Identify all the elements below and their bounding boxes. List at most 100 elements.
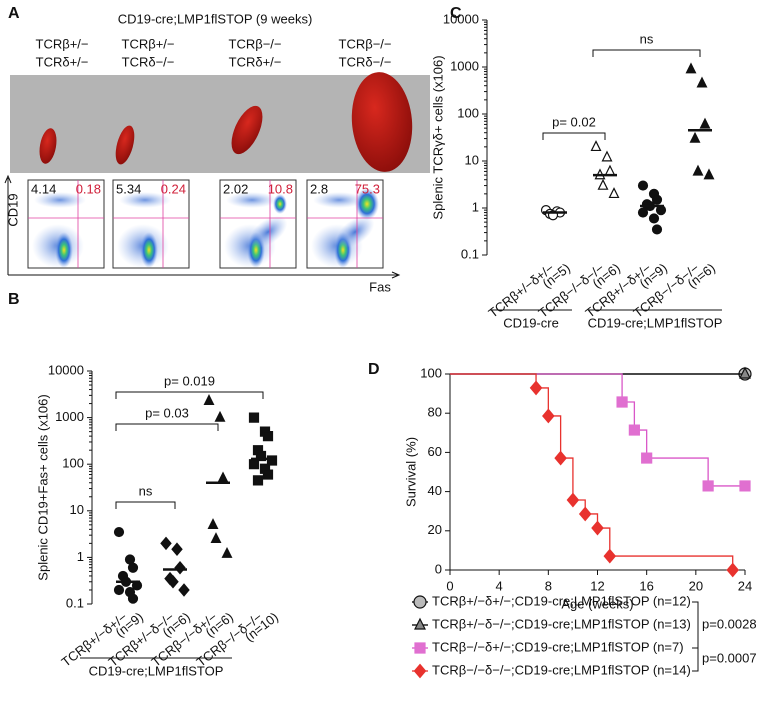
spleen xyxy=(231,105,263,155)
marker xyxy=(252,475,264,486)
marker xyxy=(591,520,604,536)
comparison-bracket xyxy=(592,49,701,57)
y-tick-label: 80 xyxy=(428,405,442,420)
y-tick-label: 1000 xyxy=(55,409,84,424)
comparison-label: p= 0.02 xyxy=(552,114,596,129)
flow-cloud xyxy=(34,192,86,208)
quadrant-value: 5.34 xyxy=(116,181,141,196)
flow-cloud xyxy=(335,216,375,248)
pvalue-bracket xyxy=(692,601,699,649)
genotype-label: TCRδ−/− xyxy=(339,54,392,69)
genotype-label: TCRβ−/− xyxy=(229,36,282,51)
y-tick-label: 60 xyxy=(428,444,442,459)
marker xyxy=(127,562,139,573)
marker xyxy=(554,450,567,466)
comparison-label: ns xyxy=(640,31,654,46)
quadrant-value: 2.02 xyxy=(223,181,248,196)
genotype-label: TCRδ+/− xyxy=(229,54,282,69)
marker xyxy=(696,76,708,88)
group-label: CD19-cre xyxy=(503,315,559,330)
spleen xyxy=(351,72,413,172)
marker xyxy=(542,408,555,424)
spleen xyxy=(39,128,57,164)
x-tick-label: 24 xyxy=(738,578,752,593)
flow-cloud xyxy=(140,232,158,268)
marker xyxy=(414,642,426,654)
y-tick-label: 100 xyxy=(62,456,84,471)
panel-label: D xyxy=(368,361,380,378)
quadrant-value: 0.24 xyxy=(161,181,186,196)
legend-label: TCRβ−/−δ+/−;CD19-cre;LMP1flSTOP (n=7) xyxy=(432,639,684,654)
genotype-label: TCRδ+/− xyxy=(36,54,89,69)
arrowhead xyxy=(391,271,401,279)
y-tick-label: 100 xyxy=(420,365,442,380)
marker xyxy=(703,168,715,180)
marker xyxy=(637,207,649,218)
comparison-label: p= 0.03 xyxy=(145,405,189,420)
marker xyxy=(692,164,704,176)
marker xyxy=(529,380,543,396)
y-tick-label: 0 xyxy=(435,561,442,576)
comparison-label: ns xyxy=(139,483,153,498)
arrowhead xyxy=(4,174,12,184)
pvalue-label: p=0.0007 xyxy=(702,650,757,665)
comparison-label: p= 0.019 xyxy=(164,373,215,388)
group-label: CD19-cre;LMP1flSTOP xyxy=(588,315,723,330)
y-axis-label: Survival (%) xyxy=(403,437,418,507)
panel-label: C xyxy=(450,5,462,22)
marker xyxy=(178,583,190,597)
marker xyxy=(214,410,226,422)
y-axis-label: Splenic TCRγδ+ cells (x106) xyxy=(430,55,445,219)
marker xyxy=(648,213,660,224)
x-tick-label: 8 xyxy=(545,578,552,593)
survival-line xyxy=(450,373,734,570)
y-tick-label: 10 xyxy=(70,502,84,517)
flow-cloud xyxy=(355,188,379,220)
marker xyxy=(637,180,649,191)
y-axis-label: CD19 xyxy=(5,193,20,226)
spleen xyxy=(115,125,135,165)
flow-cloud xyxy=(226,192,278,208)
marker xyxy=(685,62,697,74)
flow-cloud xyxy=(273,194,287,214)
marker xyxy=(689,131,701,143)
marker xyxy=(414,617,426,630)
marker xyxy=(590,140,602,152)
genotype-label: TCRβ+/− xyxy=(36,36,89,51)
marker xyxy=(566,492,580,508)
pvalue-label: p=0.0028 xyxy=(702,616,757,631)
marker xyxy=(616,396,628,408)
panel-label: A xyxy=(8,5,20,22)
marker xyxy=(160,536,172,551)
quadrant-value: 2.8 xyxy=(310,181,328,196)
y-tick-label: 1 xyxy=(472,199,479,214)
marker xyxy=(262,431,274,442)
genotype-label: TCRδ−/− xyxy=(122,54,175,69)
legend-label: TCRβ−/−δ−/−;CD19-cre;LMP1flSTOP (n=14) xyxy=(432,662,691,677)
marker xyxy=(217,471,229,483)
marker xyxy=(221,546,233,558)
y-tick-label: 1 xyxy=(77,549,84,564)
marker xyxy=(210,532,222,544)
quadrant-value: 4.14 xyxy=(31,181,56,196)
x-axis-label: Fas xyxy=(369,279,391,294)
y-tick-label: 10000 xyxy=(443,11,479,26)
x-axis-label: Age (weeks) xyxy=(561,596,633,611)
comparison-bracket xyxy=(115,391,264,399)
flow-cloud xyxy=(119,192,171,208)
x-tick-label: 0 xyxy=(446,578,453,593)
y-tick-label: 10 xyxy=(465,152,479,167)
marker xyxy=(597,178,609,190)
y-tick-label: 40 xyxy=(428,483,442,498)
y-tick-label: 100 xyxy=(457,105,479,120)
marker xyxy=(726,562,739,578)
x-tick-label: 16 xyxy=(639,578,653,593)
quadrant-value: 10.8 xyxy=(268,181,293,196)
marker xyxy=(608,187,620,199)
marker xyxy=(699,117,711,129)
flow-cloud xyxy=(55,232,73,268)
marker xyxy=(739,480,751,492)
marker xyxy=(601,150,613,162)
panel-title: CD19-cre;LMP1flSTOP (9 weeks) xyxy=(118,11,313,26)
